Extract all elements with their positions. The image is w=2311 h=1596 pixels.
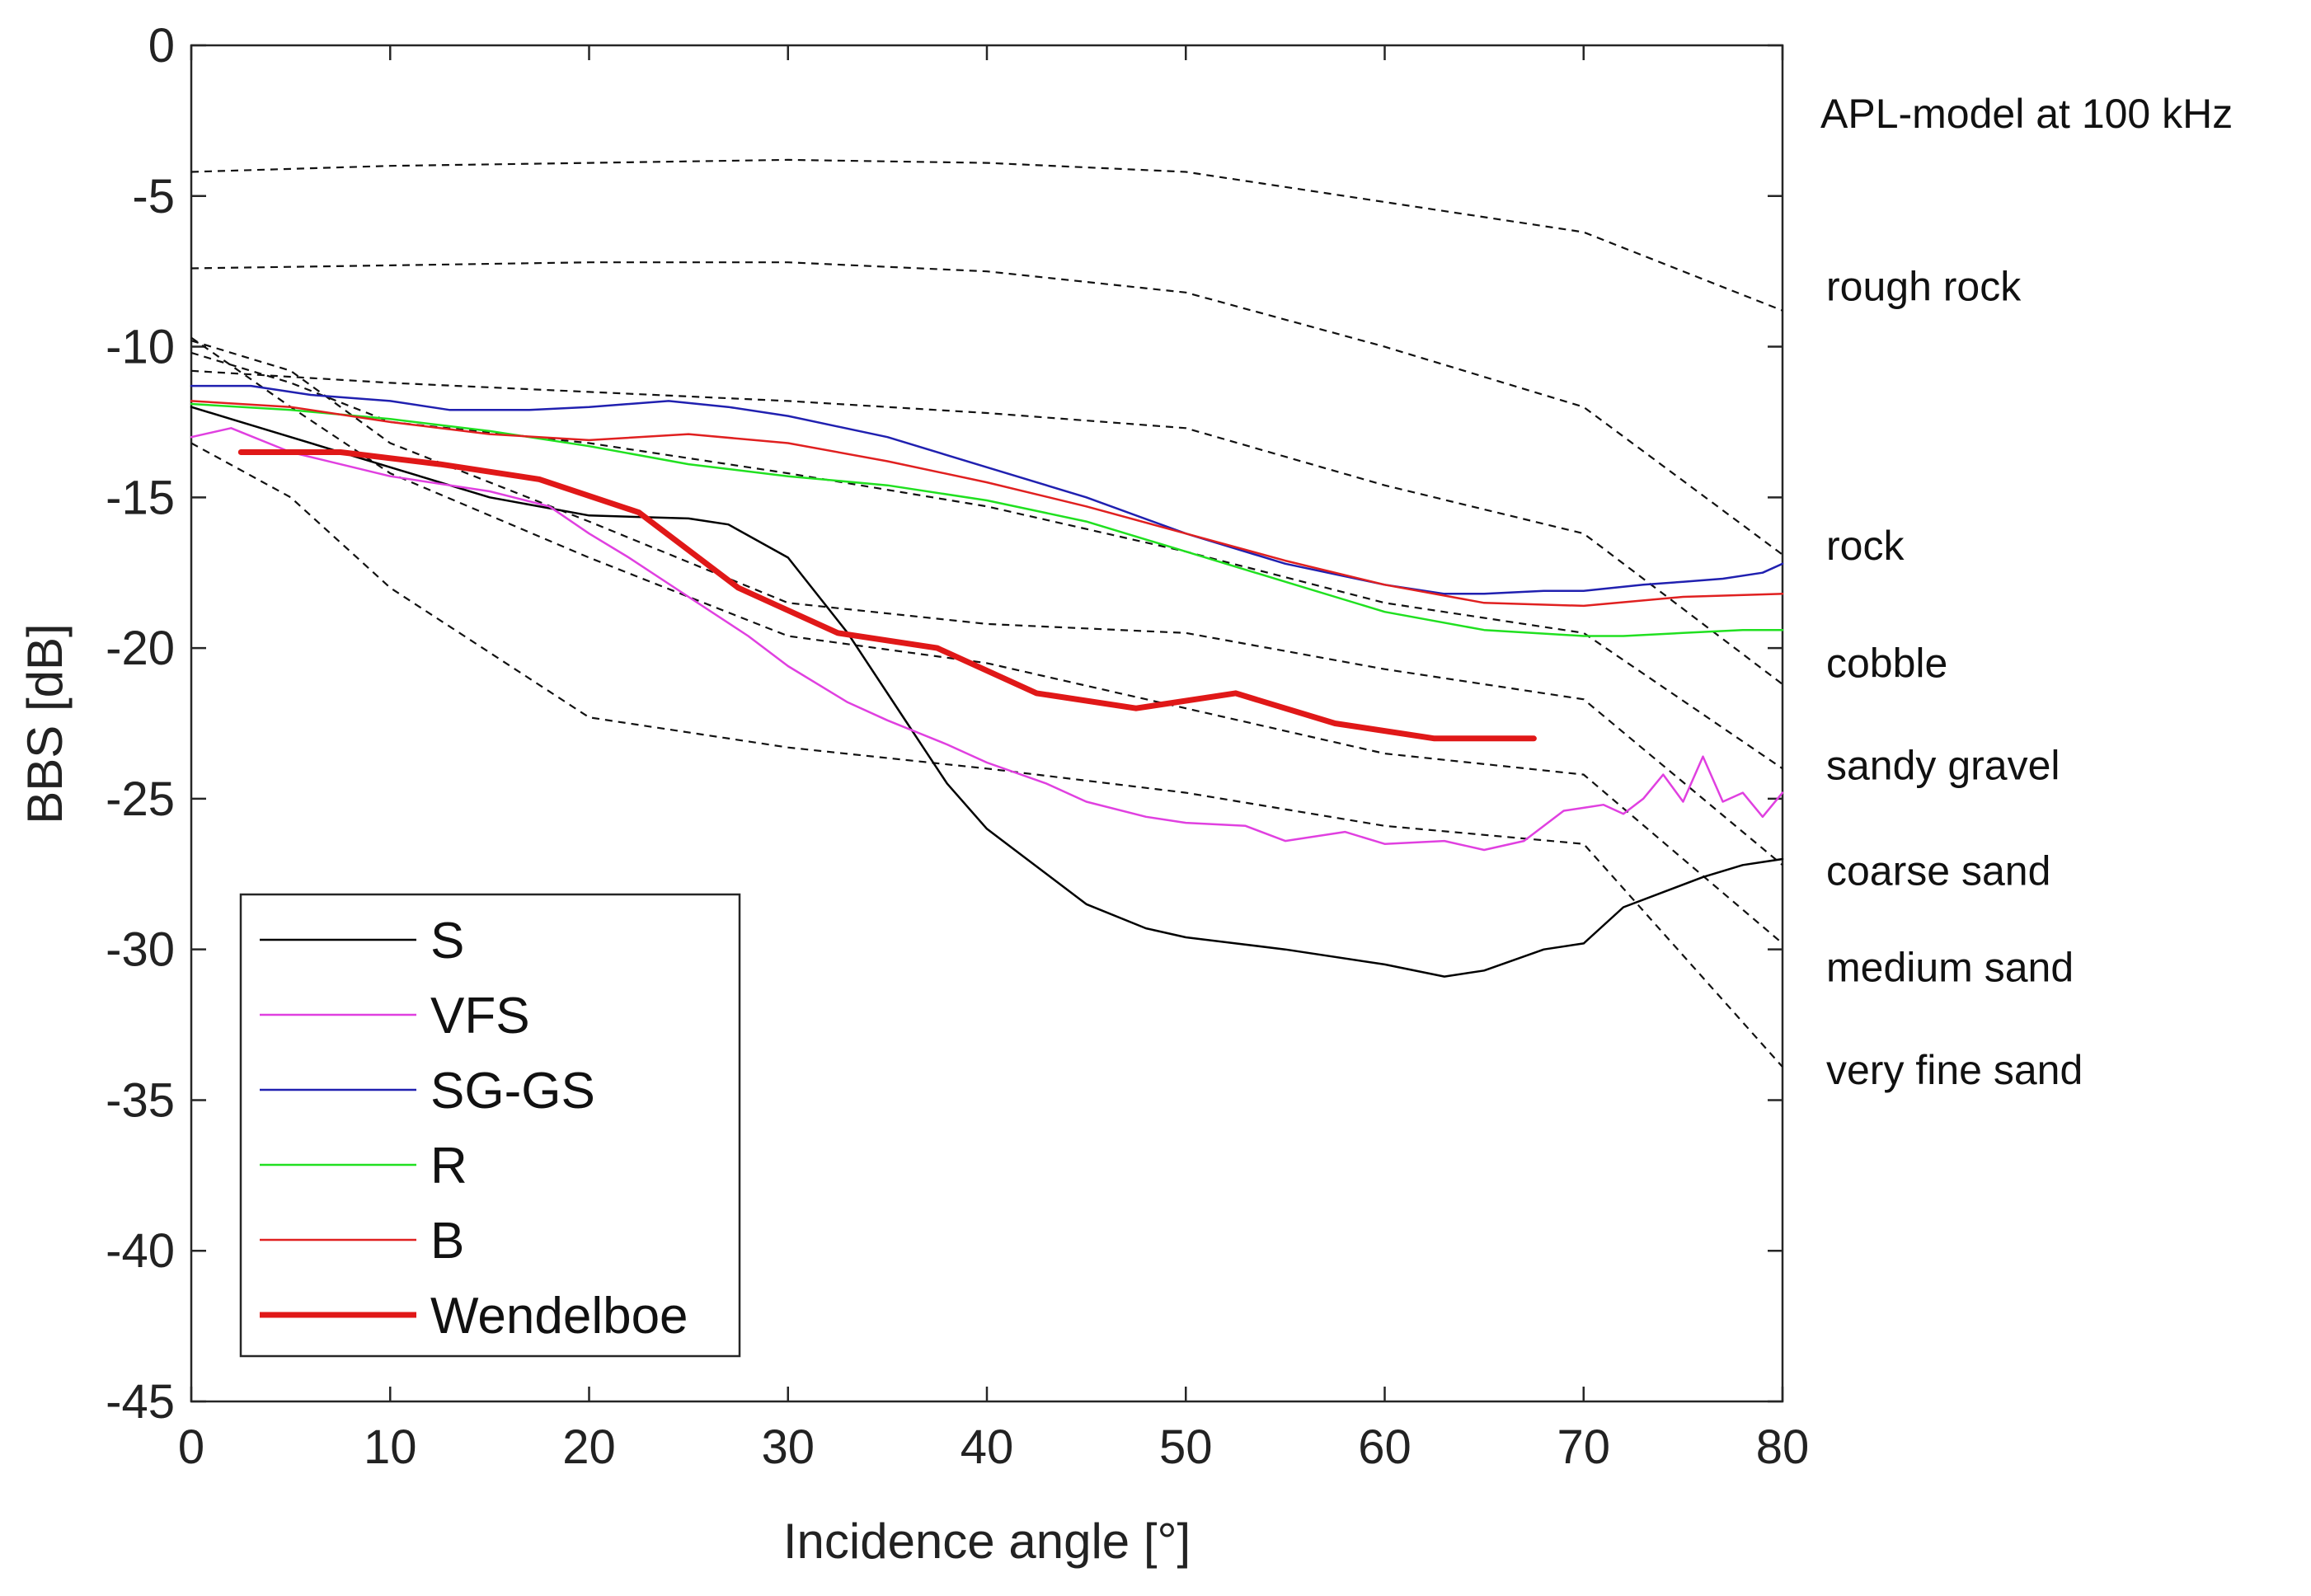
x-tick-label: 50 <box>1159 1420 1213 1474</box>
legend-label-R: R <box>430 1138 467 1195</box>
model-title-label: APL-model at 100 kHz <box>1820 91 2233 137</box>
legend-box <box>239 893 741 1358</box>
x-tick-label: 70 <box>1557 1420 1610 1474</box>
model-curve-coarse-sand <box>190 340 1783 866</box>
legend-label-SG-GS: SG-GS <box>430 1063 595 1120</box>
x-tick-label: 20 <box>562 1420 616 1474</box>
model-curves <box>190 158 1783 1068</box>
y-tick-label: -45 <box>106 1375 175 1429</box>
x-axis-label: Incidence angle [°] <box>783 1514 1191 1569</box>
y-tick-label: -15 <box>106 471 175 524</box>
x-tick-label: 40 <box>961 1420 1014 1474</box>
series-line-SG-GS <box>190 384 1784 595</box>
model-curve-very-fine-sand <box>190 442 1783 1068</box>
y-tick-label: -10 <box>106 321 175 374</box>
model-curve-medium-sand <box>190 336 1783 945</box>
model-label-coarse-sand: coarse sand <box>1826 848 2050 894</box>
model-label-medium-sand: medium sand <box>1826 945 2074 991</box>
y-tick-label: -5 <box>132 170 175 223</box>
series-line-B <box>190 400 1784 608</box>
series-line-Wendelboe <box>237 449 1537 742</box>
model-label-very-fine-sand: very fine sand <box>1826 1047 2083 1093</box>
y-axis-label: BBS [dB] <box>17 623 73 824</box>
model-curve-sandy-gravel <box>190 351 1783 770</box>
model-label-rough-rock: rough rock <box>1826 263 2022 309</box>
model-label-rock: rock <box>1826 523 1905 569</box>
x-tick-label: 80 <box>1756 1420 1810 1474</box>
legend-label-Wendelboe: Wendelboe <box>430 1288 688 1345</box>
legend-label-B: B <box>430 1213 464 1270</box>
tick-labels: 0 10 20 30 40 50 60 70 80 0 -5 -10 -15 -20 -25 -30 -35 -4… <box>106 19 1809 1474</box>
legend-label-S: S <box>430 913 464 969</box>
x-tick-label: 10 <box>364 1420 417 1474</box>
y-tick-label: -40 <box>106 1224 175 1278</box>
x-tick-label: 60 <box>1358 1420 1411 1474</box>
axis-ticks <box>190 44 1784 1403</box>
x-tick-label: 30 <box>761 1420 815 1474</box>
series-lines <box>190 384 1784 978</box>
series-line-S <box>190 406 1784 978</box>
model-labels: APL-model at 100 kHz rough rock rock cobbl… <box>1820 91 2233 1093</box>
y-tick-label: -35 <box>106 1073 175 1127</box>
series-line-VFS <box>190 427 1784 852</box>
legend: S VFS SG-GS RB Wendelboe <box>239 893 741 1358</box>
y-tick-label: -25 <box>106 772 175 826</box>
model-label-cobble: cobble <box>1826 640 1947 686</box>
legend-label-VFS: VFS <box>430 988 530 1044</box>
x-tick-label: 0 <box>178 1420 204 1474</box>
y-tick-label: -20 <box>106 622 175 675</box>
model-label-sandy-gravel: sandy gravel <box>1826 743 2060 789</box>
model-curve-rock <box>190 261 1783 556</box>
series-line-R <box>190 402 1784 637</box>
y-tick-label: -30 <box>106 923 175 977</box>
model-curve-rough-rock <box>190 158 1783 312</box>
y-tick-label: 0 <box>148 19 175 73</box>
model-curve-cobble <box>190 369 1783 685</box>
